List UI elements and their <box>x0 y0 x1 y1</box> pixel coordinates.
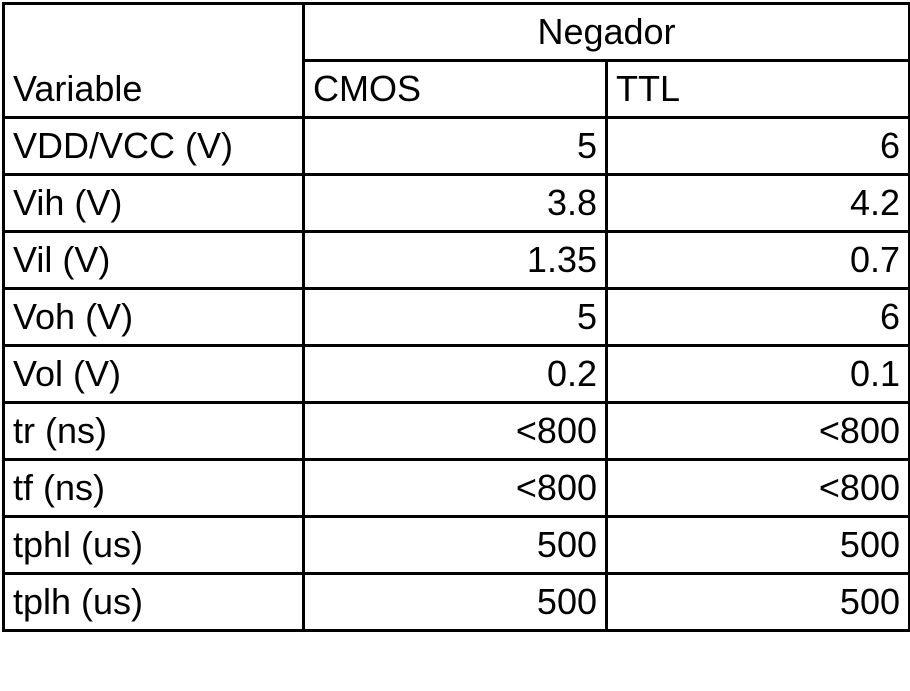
table-row: Vih (V) 3.8 4.2 <box>2 173 910 233</box>
table-row: tf (ns) <800 <800 <box>2 458 910 518</box>
table-row: VDD/VCC (V) 5 6 <box>2 116 910 176</box>
row-label: Voh (V) <box>2 287 305 347</box>
row-label: tf (ns) <box>2 458 305 518</box>
cmos-value: 500 <box>302 515 608 575</box>
column-header-cmos: CMOS <box>302 59 608 119</box>
row-label: Vol (V) <box>2 344 305 404</box>
table-row: Voh (V) 5 6 <box>2 287 910 347</box>
ttl-value: 0.1 <box>605 344 910 404</box>
table-row: tr (ns) <800 <800 <box>2 401 910 461</box>
cmos-value: 1.35 <box>302 230 608 290</box>
row-label: Vih (V) <box>2 173 305 233</box>
ttl-value: <800 <box>605 401 910 461</box>
cmos-value: <800 <box>302 458 608 518</box>
ttl-value: 500 <box>605 572 910 632</box>
cmos-value: 5 <box>302 116 608 176</box>
row-label: Vil (V) <box>2 230 305 290</box>
row-label: VDD/VCC (V) <box>2 116 305 176</box>
row-label: tphl (us) <box>2 515 305 575</box>
cmos-value: 3.8 <box>302 173 608 233</box>
spec-table: Negador Variable CMOS TTL VDD/VCC (V) 5 … <box>2 2 910 632</box>
cmos-value: 500 <box>302 572 608 632</box>
table-row: tplh (us) 500 500 <box>2 572 910 632</box>
ttl-value: <800 <box>605 458 910 518</box>
ttl-value: 0.7 <box>605 230 910 290</box>
variable-header: Variable <box>2 60 305 119</box>
table-row: tphl (us) 500 500 <box>2 515 910 575</box>
ttl-value: 6 <box>605 287 910 347</box>
ttl-value: 500 <box>605 515 910 575</box>
column-header-ttl: TTL <box>605 59 910 119</box>
cmos-value: 5 <box>302 287 608 347</box>
group-header-negador: Negador <box>302 2 910 62</box>
row-label: tplh (us) <box>2 572 305 632</box>
table-row: Vol (V) 0.2 0.1 <box>2 344 910 404</box>
ttl-value: 4.2 <box>605 173 910 233</box>
header-row-group: Negador <box>2 2 910 62</box>
empty-corner-cell <box>2 2 305 61</box>
cmos-value: <800 <box>302 401 608 461</box>
row-label: tr (ns) <box>2 401 305 461</box>
ttl-value: 6 <box>605 116 910 176</box>
cmos-value: 0.2 <box>302 344 608 404</box>
table-row: Vil (V) 1.35 0.7 <box>2 230 910 290</box>
header-row-columns: Variable CMOS TTL <box>2 59 910 119</box>
